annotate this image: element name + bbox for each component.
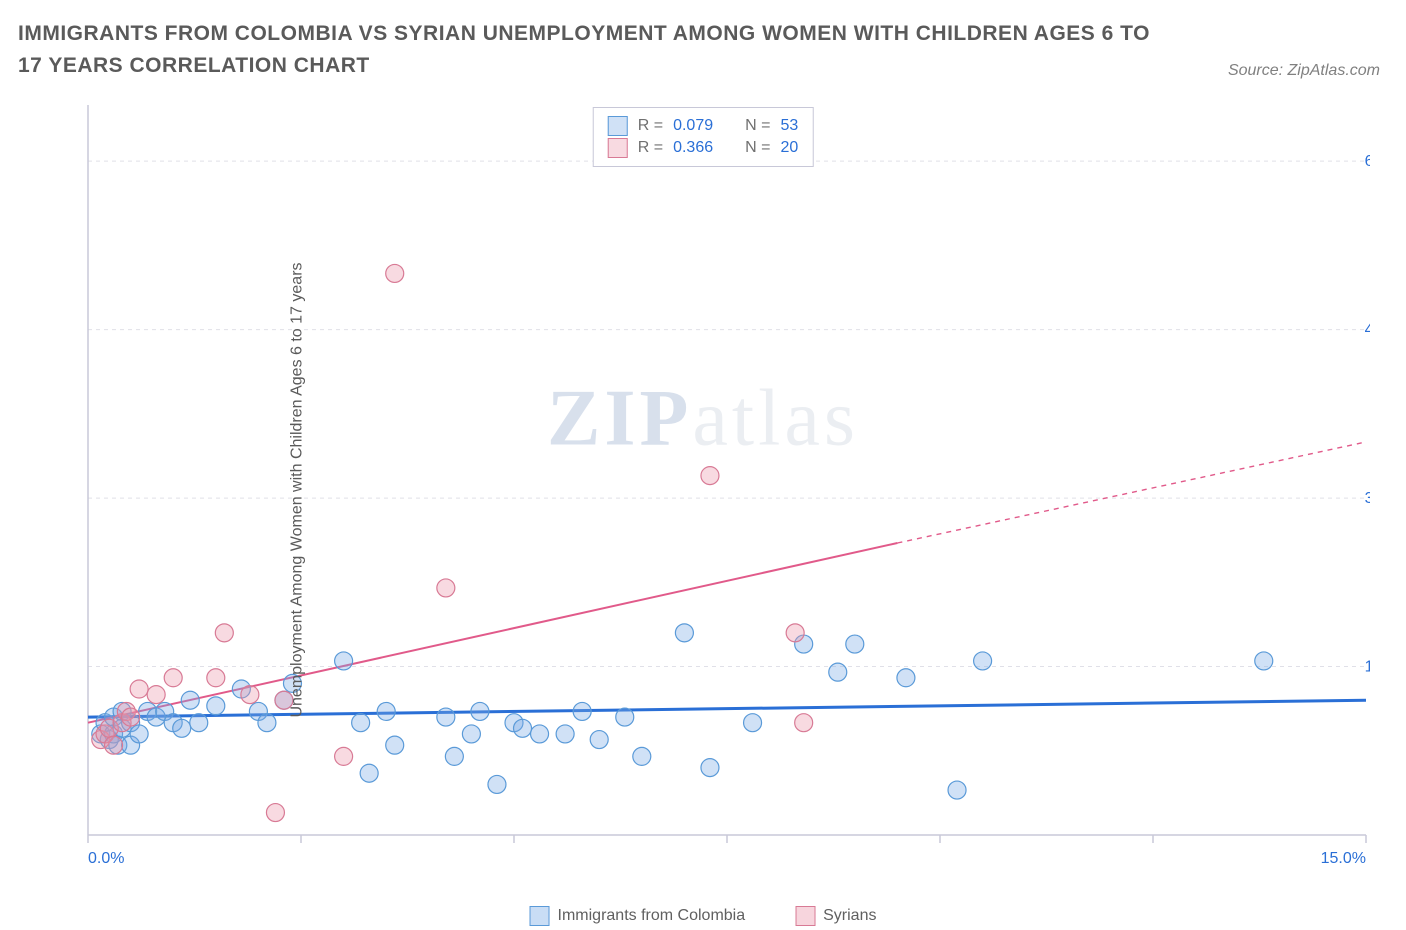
stat-label-n: N = (745, 117, 770, 135)
stat-n-syrians: 20 (780, 139, 798, 157)
svg-text:15.0%: 15.0% (1365, 659, 1370, 676)
legend-swatch-colombia (530, 906, 550, 926)
legend-swatch-syrians (795, 906, 815, 926)
scatter-chart: 15.0% 30.0% 45.0% 60.0% 0.0% 15.0% (60, 105, 1370, 875)
stat-n-colombia: 53 (780, 117, 798, 135)
y-axis-label: Unemployment Among Women with Children A… (289, 262, 307, 717)
svg-text:0.0%: 0.0% (88, 850, 124, 867)
swatch-syrians (608, 138, 628, 158)
stats-row-syrians: R = 0.366 N = 20 (608, 138, 799, 158)
stat-r-syrians: 0.366 (673, 139, 713, 157)
chart-title: IMMIGRANTS FROM COLOMBIA VS SYRIAN UNEMP… (18, 18, 1168, 81)
legend-item-syrians: Syrians (795, 906, 876, 926)
source-credit: Source: ZipAtlas.com (1228, 62, 1380, 80)
legend-item-colombia: Immigrants from Colombia (530, 906, 746, 926)
plot-area: Unemployment Among Women with Children A… (60, 105, 1370, 875)
swatch-colombia (608, 116, 628, 136)
svg-text:30.0%: 30.0% (1365, 490, 1370, 507)
stat-label-r: R = (638, 117, 663, 135)
stat-label-r: R = (638, 139, 663, 157)
svg-text:15.0%: 15.0% (1321, 850, 1366, 867)
stats-box: R = 0.079 N = 53 R = 0.366 N = 20 (593, 107, 814, 167)
svg-text:45.0%: 45.0% (1365, 322, 1370, 339)
x-axis-legend: Immigrants from Colombia Syrians (530, 906, 877, 926)
legend-label-syrians: Syrians (823, 907, 876, 925)
legend-label-colombia: Immigrants from Colombia (558, 907, 746, 925)
stats-row-colombia: R = 0.079 N = 53 (608, 116, 799, 136)
stat-label-n: N = (745, 139, 770, 157)
stat-r-colombia: 0.079 (673, 117, 713, 135)
svg-text:60.0%: 60.0% (1365, 153, 1370, 170)
